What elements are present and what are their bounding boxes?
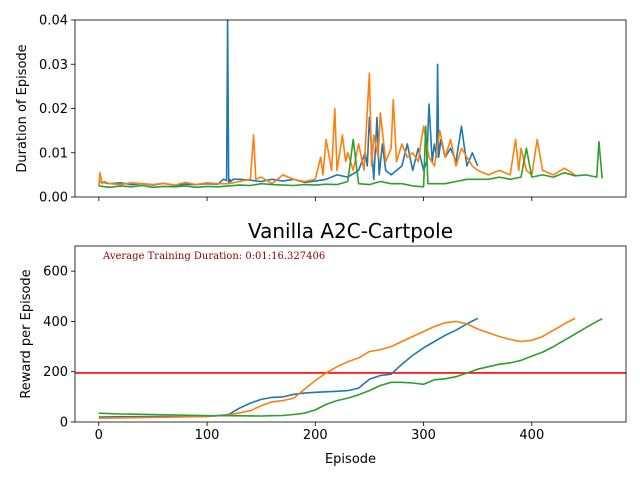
training-duration-annotation: Average Training Duration: 0:01:16.32740… (102, 251, 325, 262)
x-tick-label: 300 (411, 428, 436, 443)
x-tick-label: 0 (95, 428, 103, 443)
y-tick-label: 200 (43, 365, 68, 380)
x-tick-label: 200 (303, 428, 328, 443)
y-tick-label: 0.03 (39, 58, 68, 73)
y-tick-label: 0.04 (39, 14, 68, 29)
y-axis-label: Reward per Episode (19, 269, 34, 398)
y-tick-label: 400 (43, 315, 68, 330)
y-tick-label: 0.02 (39, 102, 68, 117)
plot-area (98, 20, 603, 189)
chart-title: Vanilla A2C-Cartpole (248, 219, 453, 243)
duration-chart: 0.00 0.01 0.02 0.03 0.04 Duration of Episode (15, 14, 627, 206)
series-line-1 (98, 317, 479, 418)
series-line-1 (98, 20, 479, 187)
plot-area (75, 317, 626, 419)
series-line-3 (98, 318, 603, 417)
x-axis-label: Episode (325, 452, 376, 467)
y-tick-label: 0.01 (39, 146, 68, 161)
series-line-3 (98, 125, 603, 189)
y-tick-label: 0 (60, 416, 68, 431)
y-tick-label: 600 (43, 265, 68, 280)
series-line-2 (98, 317, 576, 419)
series-line-2 (98, 72, 576, 186)
x-tick-label: 400 (519, 428, 544, 443)
y-axis-label: Duration of Episode (15, 44, 30, 172)
axes-frame (74, 245, 627, 423)
x-tick-label: 100 (195, 428, 220, 443)
reward-chart: 0 100 200 300 400 0 200 400 600 Reward per Episod… (19, 219, 627, 467)
y-tick-label: 0.00 (39, 191, 68, 206)
